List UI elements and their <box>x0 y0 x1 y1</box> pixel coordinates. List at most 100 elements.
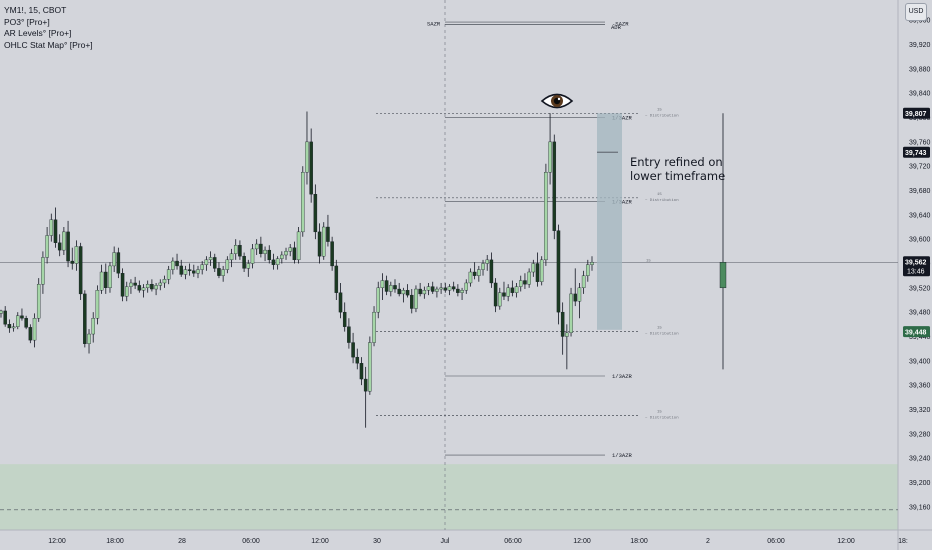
y-tick-label: 39,240 <box>909 456 931 463</box>
projection-body <box>719 262 727 289</box>
candle-body <box>221 269 225 276</box>
candle-body <box>472 271 477 276</box>
candle-body <box>565 332 569 337</box>
entry-annotation[interactable]: Entry refined on lower timeframe <box>630 155 740 183</box>
candle-body <box>498 292 502 307</box>
price-label-entry: 39,743 <box>905 150 927 157</box>
level-label-third-azr: 1/3AZR <box>612 198 633 205</box>
candle-body <box>242 256 246 269</box>
symbol-title[interactable]: YM1!, 15, CBOT <box>4 5 67 15</box>
candle-body <box>355 356 360 364</box>
candle-body <box>301 172 305 233</box>
annotation-line-1: Entry refined on <box>630 155 723 169</box>
candle-body <box>162 279 167 284</box>
candle-body <box>468 271 473 284</box>
candle-body <box>166 269 171 280</box>
candle-body <box>137 285 142 291</box>
candle-body <box>548 141 552 173</box>
indicator-po3[interactable]: PO3° [Pro+] <box>4 16 50 27</box>
candle-body <box>456 288 460 293</box>
projection-candle-layer <box>719 113 727 370</box>
candle-body <box>87 333 91 344</box>
level-tag-15: 15 <box>657 108 662 112</box>
x-tick-label: Jul <box>441 538 450 545</box>
candle-body <box>539 259 544 282</box>
level-tag-distribution: ~ Distribution <box>645 332 679 337</box>
candle-body <box>200 264 204 270</box>
candle-body <box>577 287 582 302</box>
candle-body <box>573 293 577 302</box>
candle-body <box>363 378 368 392</box>
candle-body <box>62 231 66 251</box>
level-label-third-azr: 1/3AZR <box>612 452 633 459</box>
candle-body <box>439 287 443 290</box>
candle-body <box>208 257 213 261</box>
y-tick-label: 39,360 <box>909 383 931 390</box>
candle-body <box>531 263 536 273</box>
candle-body <box>556 230 561 313</box>
price-label-box-low <box>903 326 930 338</box>
x-tick-label: 12:00 <box>48 538 66 545</box>
candle-body <box>296 231 301 261</box>
candle-body <box>372 311 376 343</box>
candle-body <box>70 260 75 264</box>
candle-body <box>430 286 435 292</box>
candle-body <box>32 318 37 341</box>
indicator-ohlc-stat-map[interactable]: OHLC Stat Map° [Pro+] <box>4 39 93 50</box>
chart-legend: YM1!, 15, CBOT PO3° [Pro+] AR Levels° [P… <box>4 5 93 51</box>
y-tick-label: 39,840 <box>909 91 931 98</box>
y-tick-label: 39,280 <box>909 431 931 438</box>
candle-body <box>192 270 196 274</box>
y-tick-label: 39,920 <box>909 42 931 49</box>
candle-body <box>179 265 183 275</box>
currency-button[interactable]: USD <box>905 3 927 21</box>
candles-layer[interactable] <box>0 111 594 428</box>
y-tick-label: 39,760 <box>909 139 931 146</box>
candle-body <box>418 288 422 295</box>
candle-body <box>321 226 326 257</box>
candle-body <box>275 258 280 265</box>
candle-body <box>464 282 469 291</box>
time-axis[interactable]: 12:00 18:00 28 06:00 12:00 30 Jul 06:00 12:00 18:… <box>48 538 908 545</box>
indicator-ar-levels[interactable]: AR Levels° [Pro+] <box>4 28 72 38</box>
candle-body <box>74 246 79 264</box>
y-tick-label: 39,680 <box>909 188 931 195</box>
eye-icon <box>540 90 574 112</box>
candle-body <box>569 293 573 334</box>
candle-body <box>426 286 431 291</box>
level-tag-15: 15 <box>657 327 662 331</box>
candle-body <box>581 275 586 289</box>
annotation-line-2: lower timeframe <box>630 169 726 183</box>
x-tick-label: 18:00 <box>630 538 648 545</box>
candle-body <box>502 292 506 297</box>
candle-body <box>288 247 292 252</box>
candle-body <box>233 245 238 254</box>
entry-zone-rect <box>597 113 622 330</box>
candle-body <box>334 265 339 293</box>
candle-body <box>57 242 62 251</box>
candle-body <box>347 326 351 343</box>
candle-body <box>145 284 150 289</box>
candle-body <box>0 310 3 314</box>
candle-body <box>99 271 104 291</box>
candle-body <box>447 286 452 291</box>
candle-body <box>338 292 343 313</box>
candle-body <box>154 285 158 290</box>
candle-body <box>196 269 200 274</box>
x-tick-label: 12:00 <box>573 538 591 545</box>
candle-body <box>45 235 49 258</box>
candle-body <box>451 286 456 290</box>
candle-body <box>91 318 95 335</box>
candle-body <box>384 280 389 292</box>
candle-body <box>133 282 137 286</box>
level-tag-distribution: ~ Distribution <box>645 416 679 421</box>
candle-body <box>16 315 20 327</box>
candle-body <box>41 257 45 285</box>
candle-body <box>124 286 129 297</box>
candle-body <box>342 311 347 327</box>
price-axis[interactable]: 39,96039,92039,88039,84039,80039,76039,7… <box>909 18 931 512</box>
candle-body <box>11 326 16 329</box>
candle-body <box>313 193 318 233</box>
